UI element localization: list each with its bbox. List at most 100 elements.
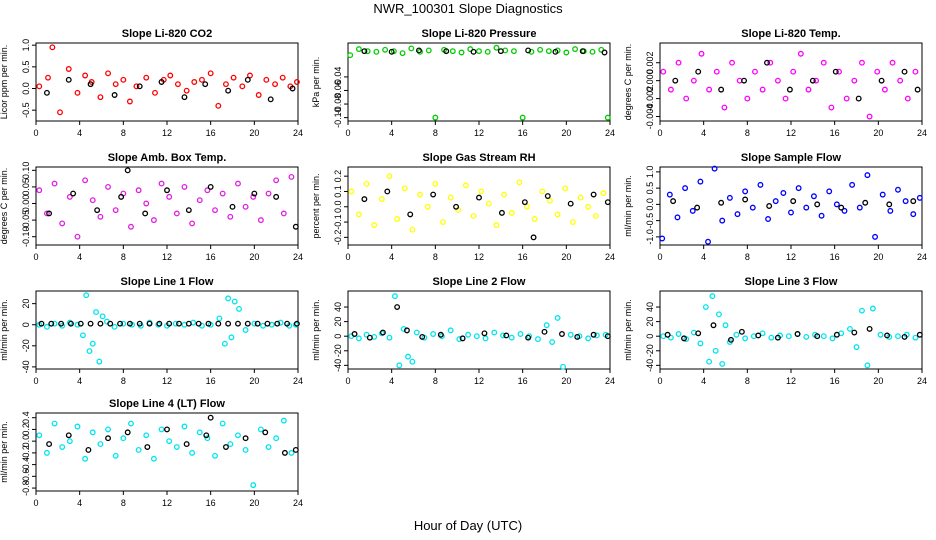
data-point (277, 319, 284, 326)
data-point (164, 426, 170, 433)
data-point (105, 183, 111, 190)
plot-frame (35, 166, 299, 246)
data-point (574, 333, 581, 340)
data-point (712, 347, 719, 354)
data-point (405, 353, 411, 360)
data-point (432, 114, 439, 121)
data-point (767, 59, 774, 66)
data-point (112, 452, 119, 459)
x-tick-label: 16 (830, 376, 840, 386)
data-point (99, 313, 106, 320)
y-tick-label: 0.2 (21, 423, 31, 436)
data-point (672, 77, 679, 84)
data-point (388, 48, 395, 55)
y-tick-label: -40 (333, 359, 343, 372)
data-point (563, 49, 570, 56)
data-point (146, 320, 153, 327)
y-tick-label: -0.10 (333, 107, 343, 128)
data-point (749, 204, 756, 211)
y-tick-label: -40 (645, 359, 655, 372)
x-tick-label: 0 (33, 498, 38, 508)
data-point (242, 446, 249, 453)
data-point (124, 167, 131, 174)
data-point (89, 197, 96, 204)
x-tick-label: 0 (345, 252, 350, 262)
data-point (273, 177, 280, 184)
data-point (265, 444, 272, 450)
y-tick-label: -1.0 (645, 229, 655, 245)
data-point (229, 203, 236, 210)
data-point (46, 210, 53, 217)
data-point (833, 331, 840, 338)
data-point (292, 223, 299, 230)
data-point (424, 203, 431, 210)
x-tick-label: 24 (293, 252, 303, 262)
data-point (97, 213, 104, 220)
x-tick-label: 12 (162, 376, 172, 386)
data-point (363, 331, 370, 338)
data-point (242, 327, 249, 333)
data-point (473, 333, 480, 340)
x-tick-label: 12 (786, 376, 796, 386)
data-point (66, 193, 73, 200)
data-point (497, 48, 504, 55)
data-point (399, 50, 406, 57)
data-point (66, 438, 73, 445)
data-point (895, 186, 901, 193)
data-point (790, 68, 797, 75)
data-point (698, 50, 705, 57)
x-tick-label: 8 (121, 128, 126, 138)
y-tick-label: -0.10 (21, 226, 31, 247)
x-tick-label: 0 (33, 252, 38, 262)
x-tick-label: 20 (873, 252, 883, 262)
y-tick-label: 0.0 (21, 435, 31, 448)
x-tick-label: 24 (293, 128, 303, 138)
data-point (82, 177, 89, 184)
data-point (738, 328, 745, 335)
data-point (284, 320, 291, 327)
data-point (456, 336, 463, 343)
data-point (371, 222, 378, 229)
data-point (820, 59, 827, 66)
y-tick-label: -0.2 (21, 445, 31, 461)
data-point (293, 79, 300, 85)
data-point (481, 330, 488, 337)
panel-title: Slope Line 3 Flow (745, 276, 838, 288)
data-point (43, 449, 50, 456)
data-point (391, 293, 398, 300)
data-point (864, 172, 871, 179)
data-point (112, 81, 119, 88)
data-point (292, 321, 299, 328)
data-point (89, 340, 96, 347)
x-tick-label: 24 (293, 376, 303, 386)
data-point (484, 48, 491, 55)
y-tick-label: -0.1 (333, 214, 343, 230)
data-point (144, 444, 151, 450)
x-tick-label: 0 (657, 128, 662, 138)
data-point (517, 331, 524, 337)
data-point (167, 72, 174, 79)
x-tick-label: 4 (77, 252, 82, 262)
data-point (589, 48, 596, 55)
data-point (549, 339, 556, 345)
y-tick-label: 0.4 (21, 411, 31, 424)
data-point (227, 213, 234, 220)
data-point (348, 188, 355, 195)
data-point (547, 197, 553, 204)
data-point (559, 331, 565, 337)
data-point (462, 182, 469, 189)
data-point (440, 219, 446, 226)
data-point (803, 333, 810, 340)
data-point (136, 83, 143, 90)
y-axis-label: kPa per min. (311, 57, 321, 108)
data-point (394, 216, 401, 222)
data-point (174, 81, 181, 88)
data-point (493, 222, 500, 229)
y-tick-label: 1.0 (21, 39, 31, 52)
data-point (887, 207, 894, 214)
data-point (65, 432, 72, 439)
data-point (212, 207, 218, 214)
data-point (120, 76, 127, 83)
data-point (449, 48, 456, 55)
